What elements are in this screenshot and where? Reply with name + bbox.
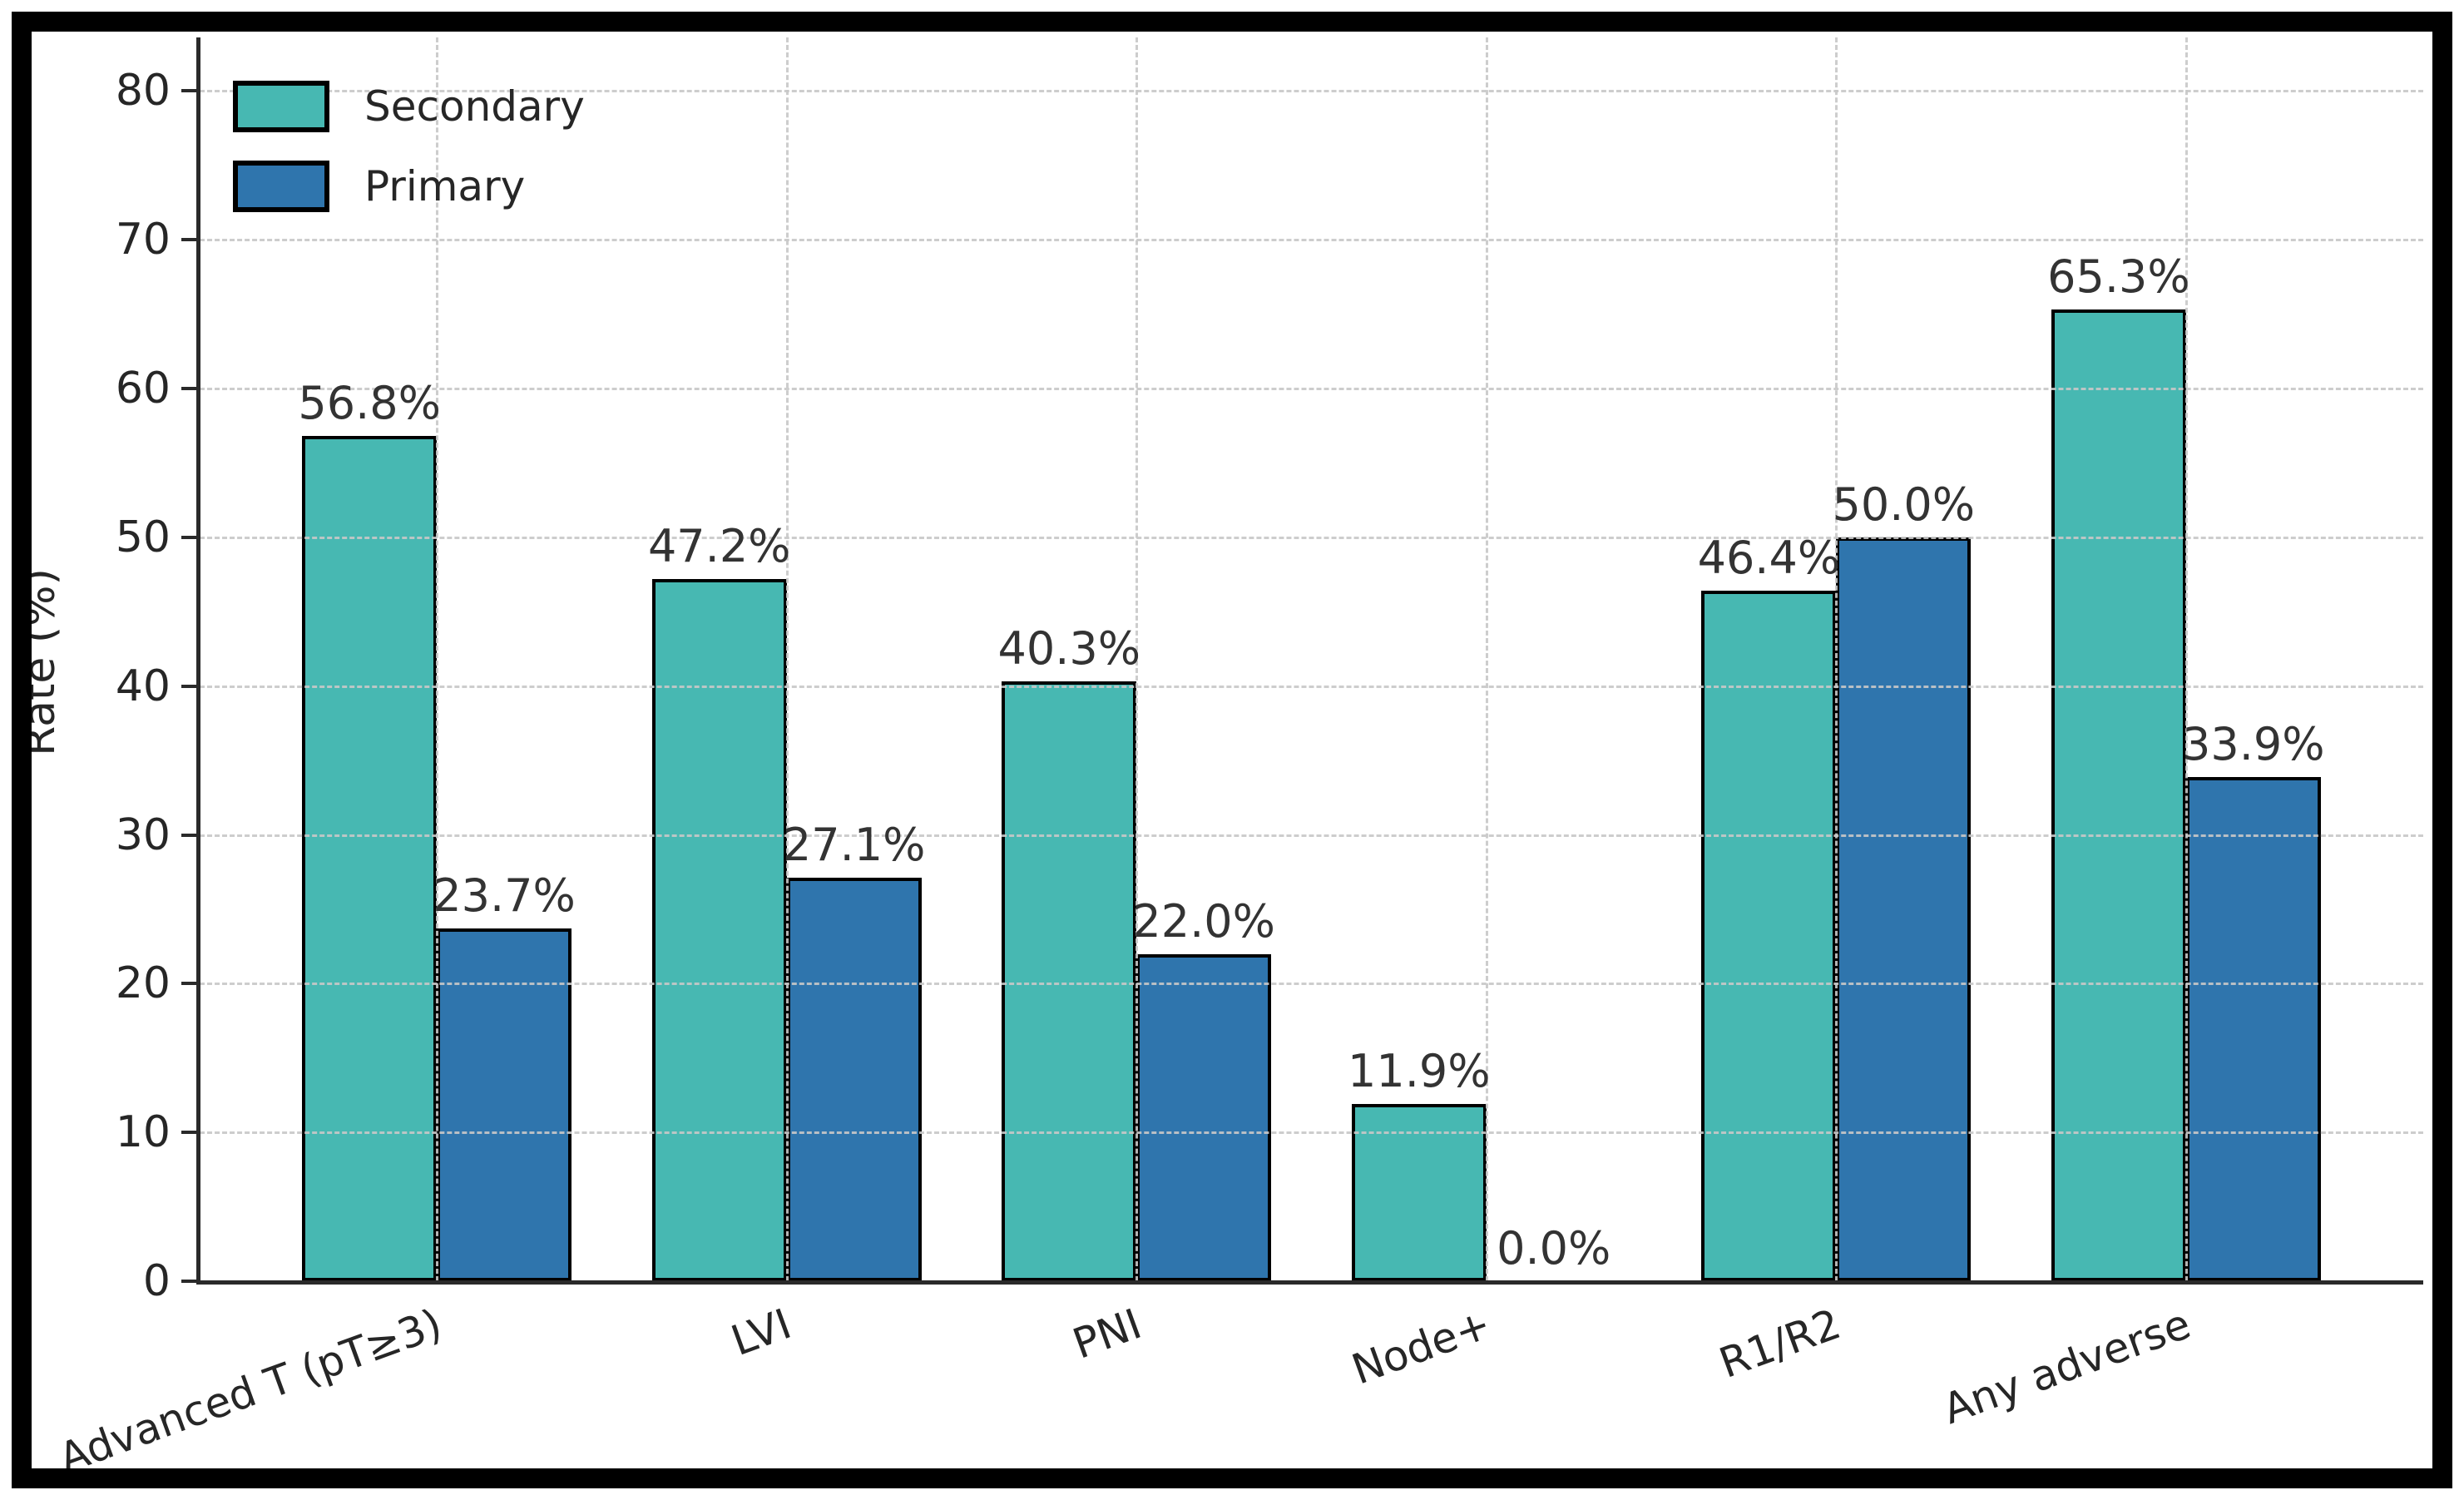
gridline-horizontal bbox=[200, 388, 2423, 391]
gridline-horizontal bbox=[200, 685, 2423, 688]
y-axis-spine bbox=[196, 37, 200, 1281]
y-tick-mark bbox=[181, 1131, 197, 1135]
x-tick-label: LVI bbox=[725, 1300, 798, 1366]
x-tick-label: PNI bbox=[1066, 1300, 1148, 1369]
y-tick-label: 60 bbox=[115, 364, 171, 414]
y-tick-mark bbox=[181, 387, 197, 391]
value-label: 27.1% bbox=[782, 819, 926, 872]
y-axis-title: Rate (%) bbox=[15, 568, 65, 756]
gridline-horizontal bbox=[200, 1131, 2423, 1135]
legend-swatch-primary-icon bbox=[233, 161, 329, 212]
value-label: 0.0% bbox=[1497, 1222, 1611, 1275]
bar-secondary bbox=[1002, 681, 1137, 1281]
y-tick-mark bbox=[181, 684, 197, 688]
bar-secondary bbox=[2051, 309, 2186, 1281]
bar-primary bbox=[437, 928, 572, 1281]
legend: Secondary Primary bbox=[233, 81, 585, 212]
value-labels-layer: 56.8% 47.2% 40.3% 11.9% 46.4% 65.3% 23.7% 27.1%… bbox=[200, 37, 2423, 1281]
value-label: 47.2% bbox=[647, 519, 791, 572]
y-tick-label: 10 bbox=[115, 1107, 171, 1158]
plot-area: 56.8% 47.2% 40.3% 11.9% 46.4% 65.3% 23.7% 27.1%… bbox=[52, 37, 2423, 1483]
gridline-vertical bbox=[436, 37, 439, 1281]
gridline-horizontal bbox=[200, 90, 2423, 93]
bar-primary bbox=[1136, 953, 1272, 1281]
x-tick-label: R1/R2 bbox=[1713, 1300, 1848, 1388]
y-tick-mark bbox=[181, 238, 197, 242]
y-tick-mark bbox=[181, 535, 197, 539]
y-tick-label: 80 bbox=[115, 66, 171, 116]
axis-ticks-layer: 0 10 20 30 40 50 60 70 80 Advanced T (pT≥3) LVI PNI… bbox=[52, 37, 2423, 1483]
value-label: 22.0% bbox=[1132, 894, 1275, 948]
y-tick-mark bbox=[181, 89, 197, 93]
gridline-vertical bbox=[1136, 37, 1139, 1281]
value-label: 56.8% bbox=[298, 377, 441, 430]
x-axis-spine bbox=[196, 1280, 2423, 1285]
gridline-vertical bbox=[785, 37, 789, 1281]
gridline-vertical bbox=[1835, 37, 1838, 1281]
value-label: 50.0% bbox=[1832, 478, 1976, 531]
y-tick-label: 40 bbox=[115, 661, 171, 711]
value-label: 46.4% bbox=[1697, 532, 1841, 585]
bar-primary bbox=[1836, 537, 1972, 1281]
y-tick-label: 30 bbox=[115, 809, 171, 860]
gridline-horizontal bbox=[200, 239, 2423, 242]
y-tick-label: 50 bbox=[115, 512, 171, 562]
legend-label-secondary: Secondary bbox=[364, 82, 585, 131]
x-tick-label: Any adverse bbox=[1937, 1300, 2198, 1434]
gridline-vertical bbox=[1485, 37, 1488, 1281]
y-tick-mark bbox=[181, 982, 197, 986]
grid-layer bbox=[200, 37, 2423, 1281]
value-label: 11.9% bbox=[1348, 1045, 1491, 1098]
legend-swatch-secondary-icon bbox=[233, 81, 329, 132]
gridline-horizontal bbox=[200, 834, 2423, 837]
bar-secondary bbox=[1701, 591, 1837, 1281]
x-tick-label: Node+ bbox=[1346, 1300, 1497, 1394]
gridline-horizontal bbox=[200, 536, 2423, 539]
legend-label-primary: Primary bbox=[364, 162, 526, 210]
legend-item-primary: Primary bbox=[233, 161, 585, 212]
value-label: 23.7% bbox=[433, 869, 576, 923]
bars-layer bbox=[200, 37, 2423, 1281]
y-tick-label: 70 bbox=[115, 215, 171, 265]
gridline-horizontal bbox=[200, 983, 2423, 986]
value-label: 65.3% bbox=[2047, 250, 2190, 304]
value-label: 33.9% bbox=[2182, 717, 2325, 770]
bar-secondary bbox=[651, 578, 787, 1281]
legend-item-secondary: Secondary bbox=[233, 81, 585, 132]
y-tick-mark bbox=[181, 1280, 197, 1283]
x-tick-label: Advanced T (pT≥3) bbox=[52, 1300, 448, 1483]
bar-secondary bbox=[302, 436, 438, 1281]
value-label: 40.3% bbox=[997, 622, 1141, 676]
y-tick-mark bbox=[181, 833, 197, 837]
gridline-vertical bbox=[2184, 37, 2188, 1281]
y-tick-label: 0 bbox=[142, 1256, 171, 1306]
y-tick-label: 20 bbox=[115, 958, 171, 1009]
